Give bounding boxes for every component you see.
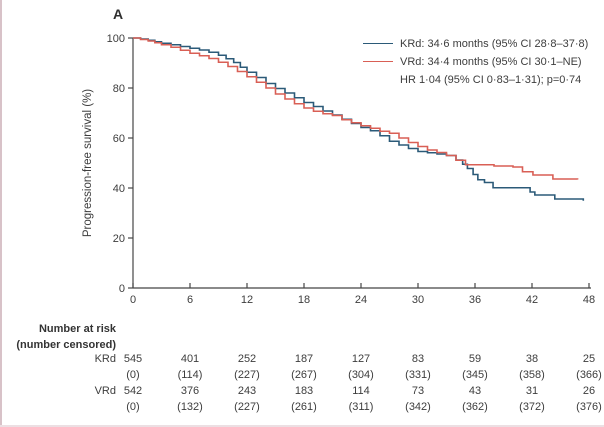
at-risk-count: 187: [294, 353, 314, 365]
censored-count: (372): [519, 401, 545, 413]
panel-label: A: [113, 6, 124, 22]
at-risk-count: 25: [582, 353, 596, 365]
x-tick-label: 12: [241, 294, 253, 306]
at-risk-count: 243: [237, 385, 257, 397]
x-tick-label: 0: [130, 294, 136, 306]
at-risk-count: 73: [411, 385, 425, 397]
y-tick-label: 0: [119, 283, 125, 295]
page-edge-bottom: [0, 425, 604, 427]
at-risk-count: 542: [123, 385, 143, 397]
risk-header-line1: Number at risk: [38, 323, 116, 335]
x-tick-label: 30: [412, 294, 424, 306]
risk-table-header: Number at risk (number censored): [0, 321, 116, 353]
x-tick-label: 36: [469, 294, 481, 306]
legend-row-hr: HR 1·04 (95% CI 0·83–1·31); p=0·74: [363, 72, 588, 87]
y-tick-label: 80: [113, 83, 125, 95]
censored-count: (132): [177, 401, 203, 413]
page-edge-left: [0, 0, 2, 427]
censored-count: (342): [405, 401, 431, 413]
y-axis-title: Progression-free survival (%): [82, 88, 94, 238]
chart-legend: KRd: 34·6 months (95% CI 28·8–37·8) VRd:…: [363, 36, 588, 90]
censored-count: (0): [126, 401, 140, 413]
at-risk-count: 114: [352, 385, 370, 397]
vrd-survival-curve: [133, 37, 579, 180]
at-risk-count: 83: [411, 353, 425, 365]
censored-count: (0): [126, 369, 140, 381]
x-tick-label: 48: [583, 294, 595, 306]
at-risk-count: 38: [525, 353, 539, 365]
legend-label-vrd: VRd: 34·4 months (95% CI 30·1–NE): [400, 55, 582, 68]
krd-line-swatch: [363, 43, 393, 44]
x-tick-label: 6: [187, 294, 193, 306]
legend-row-krd: KRd: 34·6 months (95% CI 28·8–37·8): [363, 36, 588, 51]
x-tick-label: 42: [526, 294, 538, 306]
censored-count: (227): [234, 369, 260, 381]
at-risk-count: 43: [468, 385, 482, 397]
censored-count: (311): [348, 401, 374, 413]
censored-count: (227): [234, 401, 260, 413]
censored-count: (376): [576, 401, 602, 413]
censored-count: (366): [576, 369, 602, 381]
y-tick-label: 20: [113, 233, 125, 245]
at-risk-count: 545: [123, 353, 143, 365]
at-risk-count: 252: [237, 353, 257, 365]
at-risk-count: 127: [351, 353, 371, 365]
censored-count: (114): [177, 369, 203, 381]
at-risk-count: 59: [468, 353, 482, 365]
y-tick-label: 100: [107, 33, 125, 45]
y-tick-label: 60: [113, 133, 125, 145]
legend-label-krd: KRd: 34·6 months (95% CI 28·8–37·8): [400, 37, 589, 50]
at-risk-count: 401: [180, 353, 200, 365]
at-risk-count: 31: [525, 385, 539, 397]
censored-count: (304): [348, 369, 374, 381]
risk-header-line2: (number censored): [16, 339, 116, 351]
legend-row-vrd: VRd: 34·4 months (95% CI 30·1–NE): [363, 54, 588, 69]
censored-count: (261): [291, 401, 317, 413]
x-tick-label: 24: [355, 294, 367, 306]
hr-annotation: HR 1·04 (95% CI 0·83–1·31); p=0·74: [400, 73, 582, 86]
legend-spacer: [363, 79, 393, 80]
km-survival-chart: 0 20 40 60 80 100 0 6 12 18 24 30 36 42 48: [107, 33, 595, 306]
censored-count: (267): [291, 369, 317, 381]
risk-row-label-vrd: VRd: [94, 385, 116, 397]
at-risk-count: 183: [294, 385, 314, 397]
vrd-line-swatch: [363, 61, 393, 62]
at-risk-count: 376: [180, 385, 200, 397]
x-tick-label: 18: [298, 294, 310, 306]
y-tick-label: 40: [113, 183, 125, 195]
censored-count: (358): [519, 369, 545, 381]
censored-count: (362): [462, 401, 488, 413]
at-risk-count: 26: [582, 385, 596, 397]
censored-count: (331): [405, 369, 431, 381]
risk-row-label-krd: KRd: [94, 353, 116, 365]
censored-count: (345): [462, 369, 488, 381]
